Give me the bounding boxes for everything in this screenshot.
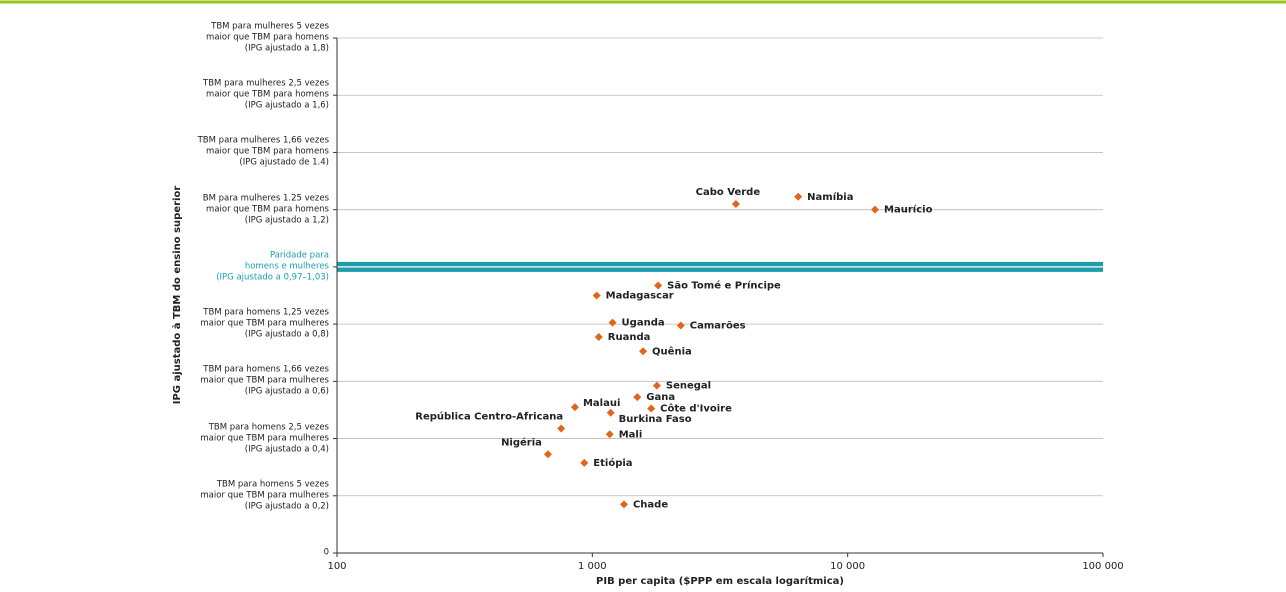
y-tick-label: BM para mulheres 1.25 vezes maior que TB… xyxy=(202,193,329,226)
y-tick-label: TBM para homens 5 vezes maior que TBM pa… xyxy=(200,479,329,512)
point xyxy=(619,500,628,509)
y-tick-label: TBM para homens 1,66 vezes maior que TBM… xyxy=(200,364,329,397)
point xyxy=(647,404,656,413)
point xyxy=(654,281,663,290)
x-tick-label: 100 000 xyxy=(1082,561,1123,572)
y-tick-label: TBM para homens 2,5 vezes maior que TBM … xyxy=(200,422,329,455)
x-tick-label: 10 000 xyxy=(830,561,865,572)
point xyxy=(608,318,617,327)
y-tick-label: TBM para mulheres 2,5 vezes maior que TB… xyxy=(203,78,329,111)
point-label: Uganda xyxy=(622,318,665,329)
x-tick-label: 1 000 xyxy=(578,561,607,572)
x-axis-label: PIB per capita ($PPP em escala logarítmi… xyxy=(596,575,844,587)
point xyxy=(652,381,661,390)
point xyxy=(606,408,615,417)
y-tick-label: 0 xyxy=(323,547,329,558)
point-label: Maurício xyxy=(884,204,933,216)
x-tick-label: 100 xyxy=(327,561,346,572)
point-label: Chade xyxy=(633,499,668,510)
point-label: Côte d'Ivoire xyxy=(660,403,732,415)
point xyxy=(871,205,880,214)
point-label: Nigéria xyxy=(501,436,542,448)
point-label: Ruanda xyxy=(608,332,651,343)
point xyxy=(580,458,589,467)
point xyxy=(731,199,740,208)
point-label: República Centro-Africana xyxy=(415,411,563,423)
point-label: Quênia xyxy=(652,345,692,357)
y-tick-label: TBM para mulheres 5 vezes maior que TBM … xyxy=(206,21,329,54)
point-label: Namíbia xyxy=(807,191,853,203)
point-label: Burkina Faso xyxy=(619,414,692,425)
point-label: Etiópia xyxy=(593,457,632,469)
point-label: Senegal xyxy=(666,381,711,392)
point xyxy=(570,403,579,412)
point xyxy=(605,430,614,439)
point-label: Mali xyxy=(619,429,643,440)
y-axis-label: IPG ajustado à TBM do ensino superior xyxy=(171,186,183,405)
y-tick-label: TBM para homens 1,25 vezes maior que TBM… xyxy=(200,307,329,340)
point xyxy=(676,321,685,330)
point xyxy=(794,192,803,201)
point xyxy=(639,347,648,356)
point-label: Madagascar xyxy=(606,291,674,302)
y-tick-label: TBM para mulheres 1,66 vezes maior que T… xyxy=(197,135,329,168)
point xyxy=(592,291,601,300)
point-label: São Tomé e Príncipe xyxy=(667,279,781,291)
point-label: Camarões xyxy=(690,321,746,332)
point-label: Malaui xyxy=(583,398,620,409)
point xyxy=(557,424,566,433)
point xyxy=(594,332,603,341)
point xyxy=(543,450,552,459)
point-label: Gana xyxy=(646,392,675,403)
point-label: Cabo Verde xyxy=(696,187,761,198)
parity-label: Paridade para homens e mulheres (IPG aju… xyxy=(216,250,329,283)
point xyxy=(633,393,642,402)
